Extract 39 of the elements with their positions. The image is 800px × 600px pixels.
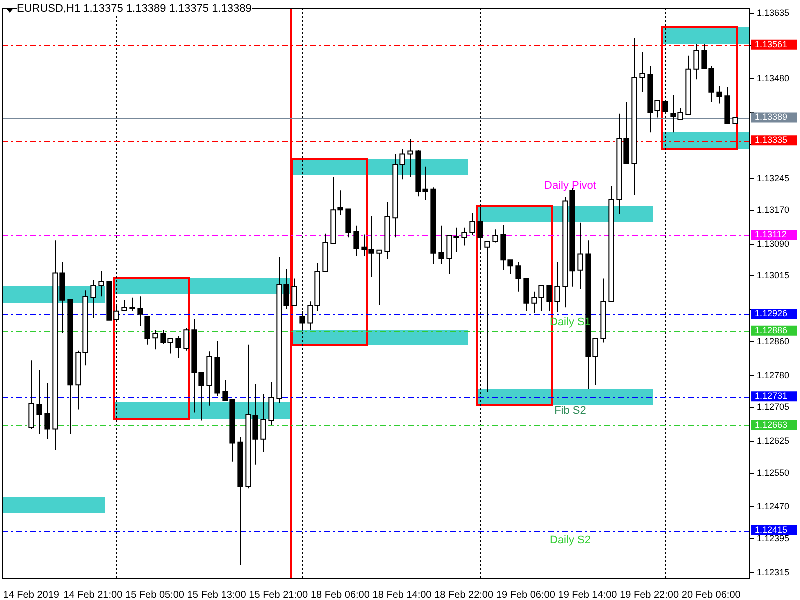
x-tick-label: 14 Feb 2019 bbox=[3, 590, 60, 600]
x-tick-label: 19 Feb 14:00 bbox=[558, 590, 618, 600]
y-tick-label: 1.13090 bbox=[757, 238, 790, 249]
y-tick-label: 1.13480 bbox=[757, 74, 790, 84]
ref-line-label: 1.12731 bbox=[755, 391, 788, 402]
y-tick-label: 1.12705 bbox=[757, 402, 790, 412]
ref-line-label: 1.12415 bbox=[755, 525, 788, 536]
x-tick-label: 14 Feb 21:00 bbox=[64, 590, 124, 600]
x-tick-label: 18 Feb 06:00 bbox=[310, 590, 370, 600]
y-tick-label: 1.13015 bbox=[757, 270, 790, 281]
y-tick-label: 1.12315 bbox=[757, 567, 790, 578]
annotation: Daily S2 bbox=[550, 534, 591, 547]
annotation: Daily Pivot bbox=[544, 180, 596, 192]
y-tick-label: 1.12395 bbox=[757, 533, 790, 544]
x-tick-label: 15 Feb 05:00 bbox=[126, 590, 185, 600]
x-tick-label: 15 Feb 13:00 bbox=[187, 590, 247, 600]
y-tick-label: 1.12860 bbox=[757, 336, 790, 346]
annotation: Fib S2 bbox=[554, 405, 586, 418]
ref-line-label: 1.13561 bbox=[755, 39, 788, 50]
x-tick-label: 18 Feb 14:00 bbox=[372, 590, 432, 600]
ref-line-label: 1.13335 bbox=[755, 135, 788, 146]
y-tick-label: 1.13635 bbox=[757, 8, 790, 18]
y-tick-label: 1.12550 bbox=[757, 468, 790, 478]
y-tick-label: 1.12780 bbox=[757, 370, 790, 380]
x-tick-label: 20 Feb 06:00 bbox=[682, 590, 742, 600]
y-tick-label: 1.12625 bbox=[757, 436, 790, 446]
x-tick-label: 19 Feb 06:00 bbox=[496, 590, 556, 600]
ref-line-label: 1.13389 bbox=[755, 112, 788, 122]
ref-line-label: 1.13112 bbox=[755, 230, 787, 240]
ref-line-label: 1.12663 bbox=[755, 420, 788, 430]
chart-title: EURUSD,H1 1.13375 1.13389 1.13375 1.13389 bbox=[17, 3, 252, 15]
x-tick-label: 19 Feb 22:00 bbox=[620, 590, 680, 600]
ref-line-label: 1.12926 bbox=[755, 308, 788, 318]
y-tick-label: 1.13170 bbox=[757, 205, 790, 216]
y-tick-label: 1.13245 bbox=[757, 173, 790, 184]
y-tick-label: 1.12470 bbox=[757, 502, 790, 512]
x-tick-label: 18 Feb 22:00 bbox=[434, 590, 494, 600]
ref-line-label: 1.12886 bbox=[755, 325, 788, 336]
x-tick-label: 15 Feb 21:00 bbox=[249, 590, 309, 600]
